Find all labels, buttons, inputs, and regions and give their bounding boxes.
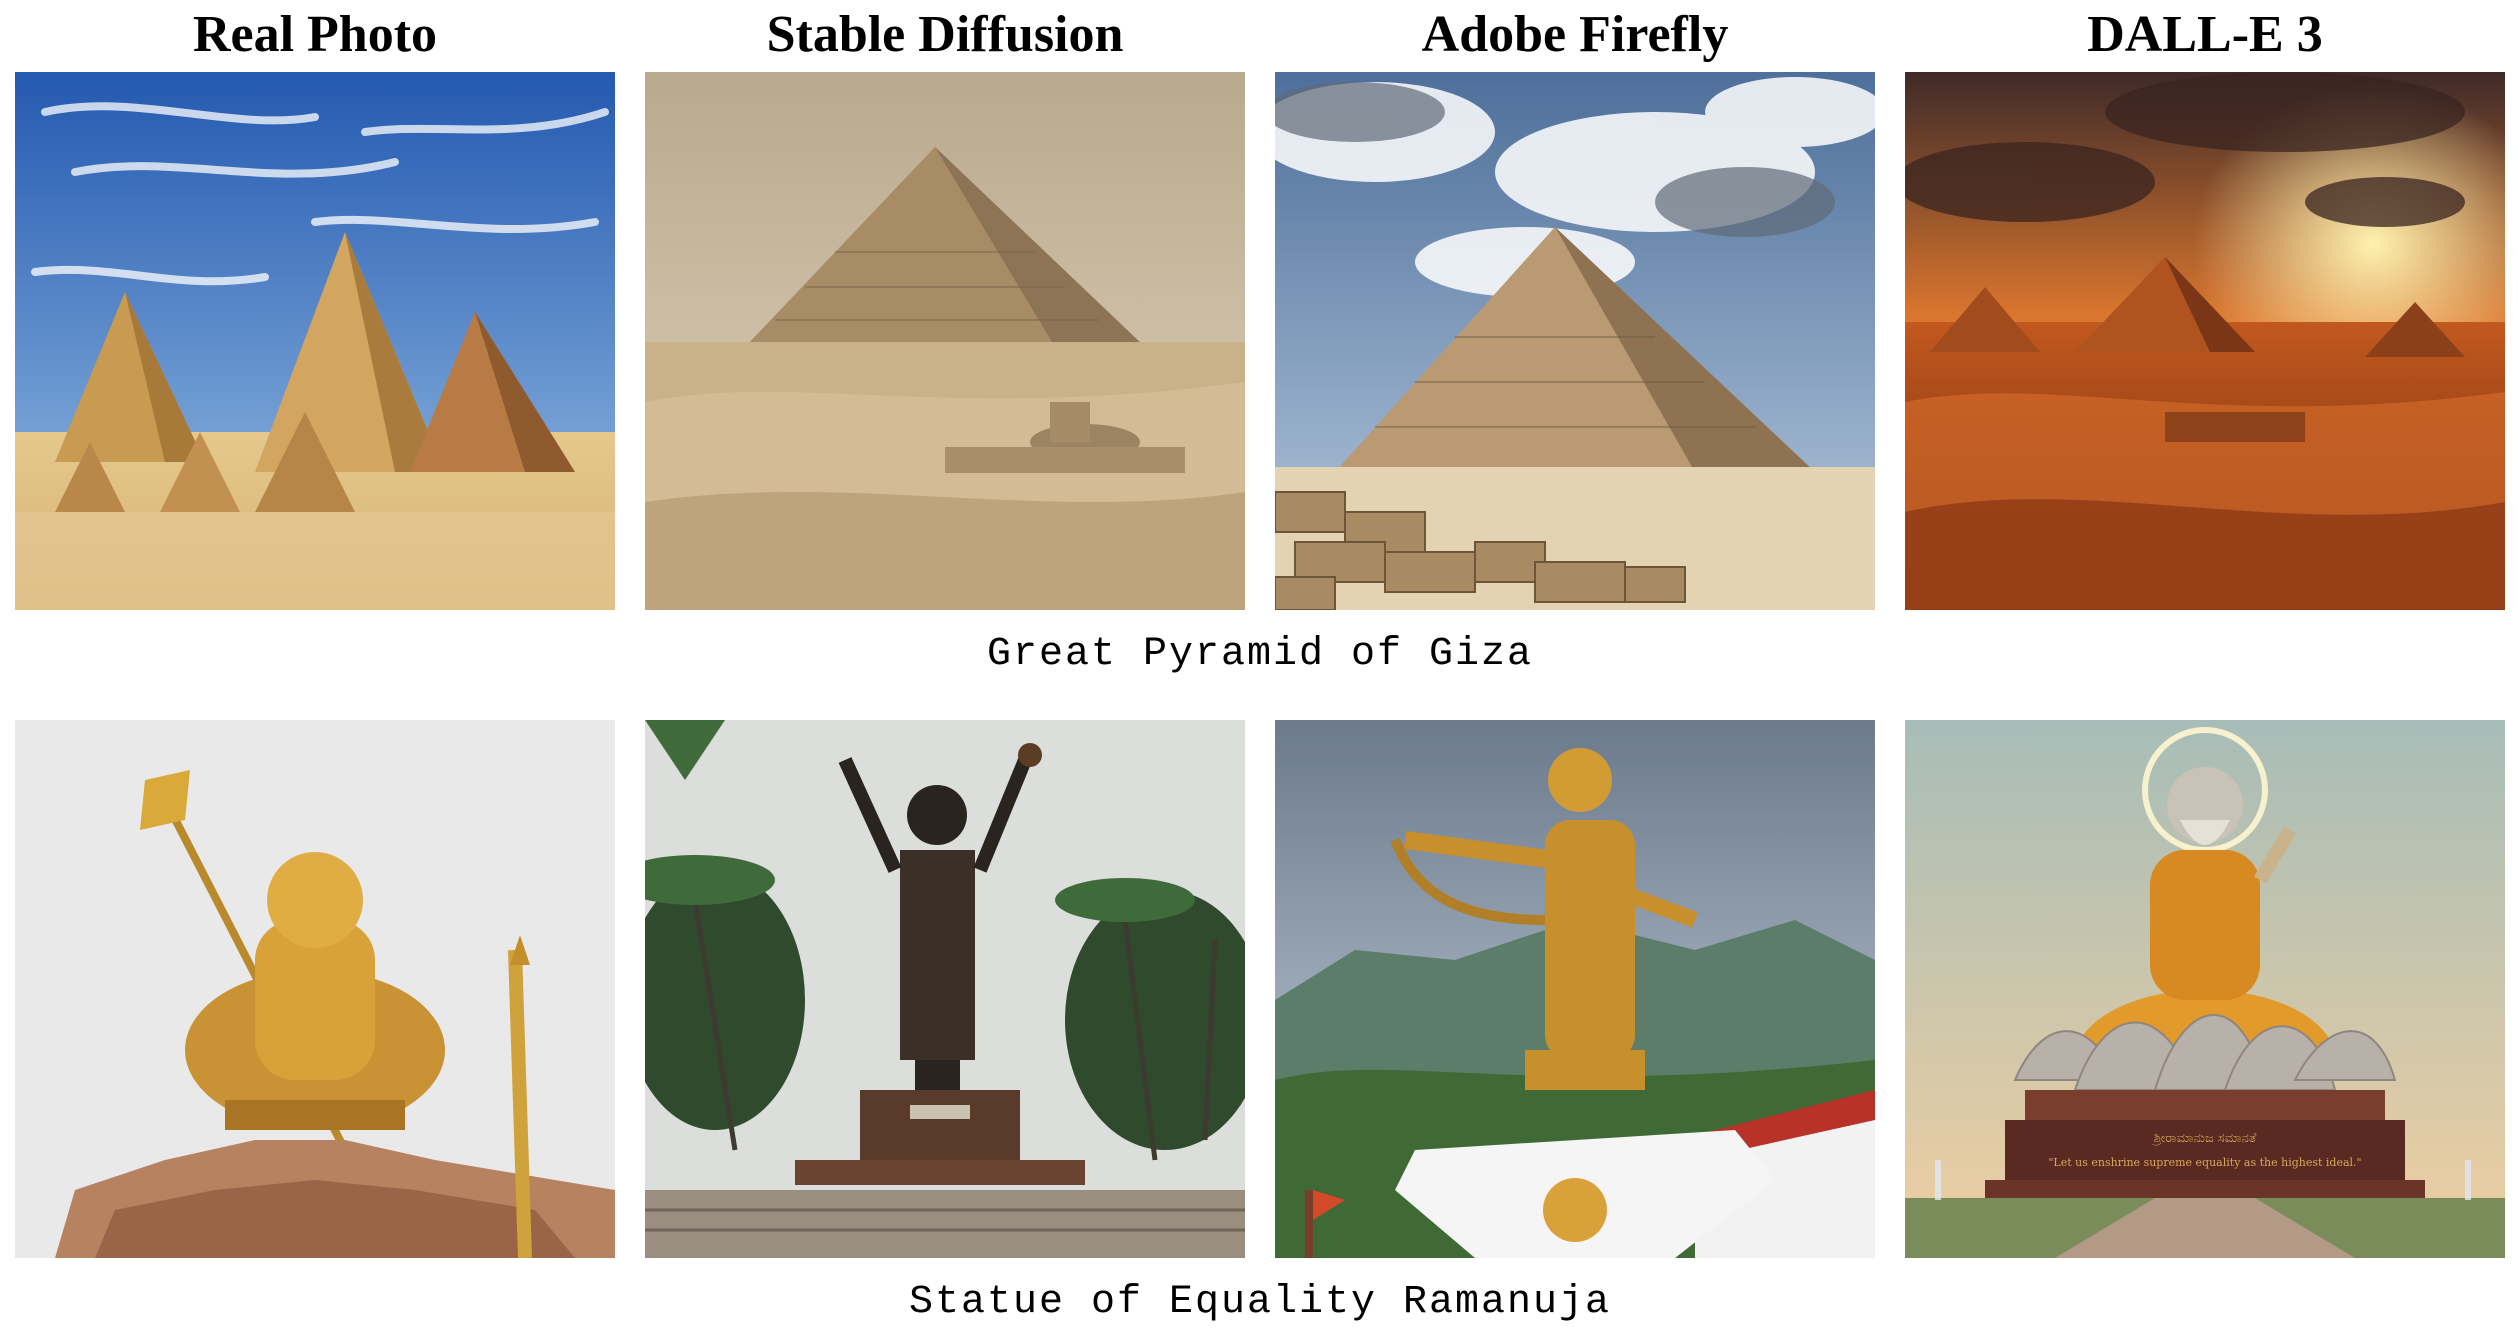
image-stable-diffusion-statue [645,720,1245,1258]
image-dalle3-pyramid [1905,72,2505,610]
image-adobe-firefly-statue [1275,720,1875,1258]
image-real-photo-statue [15,720,615,1258]
row-caption-statue: Statue of Equality Ramanuja [908,1280,1612,1325]
image-real-photo-pyramid [15,72,615,610]
inscription-line2: "Let us enshrine supreme equality as the… [2048,1156,2361,1169]
column-header-real-photo: Real Photo [192,6,438,63]
image-stable-diffusion-pyramid [645,72,1245,610]
column-header-dalle3: DALL-E 3 [2087,6,2323,63]
column-header-stable-diffusion: Stable Diffusion [766,6,1124,63]
image-adobe-firefly-pyramid [1275,72,1875,610]
column-header-adobe-firefly: Adobe Firefly [1421,6,1729,63]
inscription-line1: ಶ್ರೀರಾಮಾನುಜ ಸಮಾನತೆ [2152,1131,2257,1146]
row-caption-pyramid: Great Pyramid of Giza [986,632,1534,677]
image-dalle3-statue: ಶ್ರೀರಾಮಾನುಜ ಸಮಾನತೆ "Let us enshrine supr… [1905,720,2505,1258]
